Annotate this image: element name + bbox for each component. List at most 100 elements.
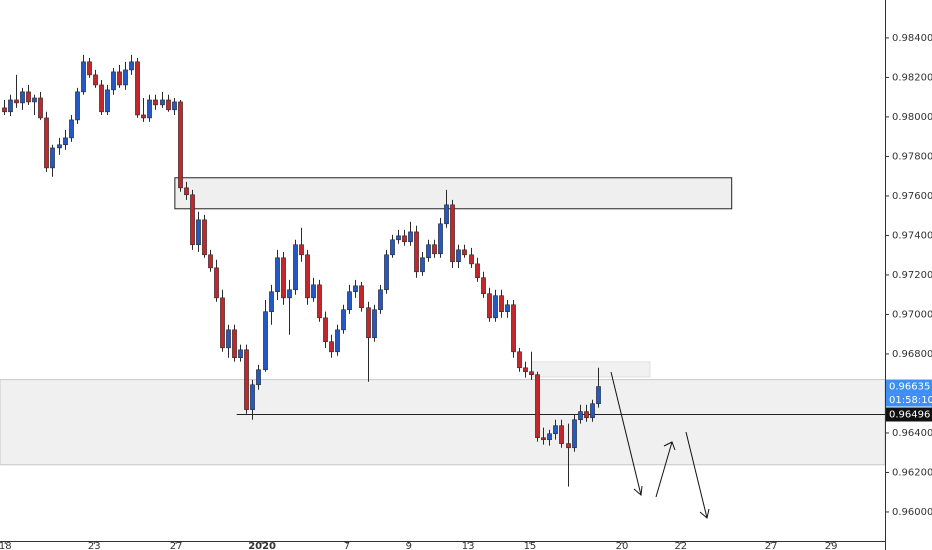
candle-body [20, 91, 25, 104]
candle-body [481, 277, 486, 295]
zone [531, 361, 651, 378]
candle-body [99, 84, 104, 113]
line-price-label: 0.96496 [889, 410, 930, 421]
y-tick-label: 0.97800 [892, 151, 932, 162]
candle-body [256, 369, 261, 386]
candle-body [384, 254, 389, 291]
candle-body [81, 61, 86, 93]
arrows [610, 371, 710, 519]
candle-body [178, 101, 183, 189]
candle-body [372, 309, 377, 339]
candle-body [214, 267, 219, 299]
candle-body [438, 223, 443, 255]
y-tick-label: 0.98400 [892, 33, 932, 44]
candle-body [432, 244, 437, 255]
x-tick-label: 13 [462, 541, 475, 550]
candle-body [511, 304, 516, 353]
y-tick-label: 0.98000 [892, 112, 932, 123]
candle-body [208, 254, 213, 269]
candle-body [63, 137, 68, 146]
price-tags: 0.96635 01:58:10 0.96496 [886, 379, 932, 422]
candle-body [184, 187, 189, 196]
candle-body [26, 91, 31, 103]
candle-body [226, 329, 231, 349]
candle-body [390, 239, 395, 256]
candle-body [366, 307, 371, 339]
candle-body [535, 374, 540, 438]
candle-body [505, 304, 510, 312]
candle-body [287, 289, 292, 299]
candle-body [353, 285, 358, 293]
candle-body [111, 71, 116, 91]
candle-body [2, 107, 7, 113]
x-tick-label: 18 [0, 541, 12, 550]
candle-body [105, 89, 110, 113]
arrow-head [633, 485, 643, 496]
countdown-tag [886, 393, 932, 407]
candle-body [93, 74, 98, 86]
candle-body [572, 419, 577, 449]
candle-body [378, 289, 383, 311]
candle-body [269, 291, 274, 312]
x-tick-label: 27 [765, 541, 778, 550]
candle-body [420, 257, 425, 273]
zone [174, 177, 733, 210]
candle-body [584, 411, 589, 419]
line-price-tag [886, 407, 932, 422]
x-tick-label: 23 [88, 541, 101, 550]
candle-body [160, 99, 165, 106]
candle-body [50, 147, 55, 169]
candle-body [566, 443, 571, 449]
candle-body [547, 433, 552, 440]
candle-body [578, 411, 583, 421]
x-tick-label: 15 [524, 541, 537, 550]
last-price-label: 0.96635 [889, 382, 930, 393]
arrow [610, 371, 642, 496]
candle-body [590, 403, 595, 419]
arrow [685, 431, 708, 519]
candle-body [475, 263, 480, 279]
candle-body [196, 219, 201, 246]
candles [2, 54, 601, 487]
candle-body [117, 71, 122, 86]
candle-body [456, 249, 461, 263]
candle-body [311, 284, 316, 299]
candle-body [347, 291, 352, 311]
candle-body [238, 349, 243, 359]
candle-body [172, 101, 177, 111]
candle-body [444, 204, 449, 225]
candle-body [14, 99, 19, 104]
candle-body [244, 349, 249, 410]
zones [0, 177, 886, 466]
zone [0, 379, 886, 466]
x-tick-label: 22 [674, 541, 687, 550]
y-tick-label: 0.97600 [892, 191, 932, 202]
candle-body [541, 437, 546, 440]
x-tick-label: 20 [616, 541, 629, 550]
candle-body [499, 295, 504, 312]
candle-body [87, 61, 92, 76]
candle-body [293, 244, 298, 291]
candle-body [559, 425, 564, 444]
candle-body [250, 384, 255, 410]
candle-body [493, 295, 498, 319]
candle-body [57, 144, 62, 149]
candle-body [553, 425, 558, 435]
candle-body [462, 249, 467, 256]
candle-body [414, 231, 419, 273]
candle-body [220, 297, 225, 349]
x-tick-label: 27 [170, 541, 183, 550]
candle-body [202, 219, 207, 256]
y-tick-label: 0.96200 [892, 467, 932, 478]
candle-body [190, 194, 195, 246]
candle-body [147, 99, 152, 119]
candle-body [299, 244, 304, 256]
candle-body [323, 317, 328, 343]
candle-body [596, 386, 601, 405]
y-tick-label: 0.96800 [892, 349, 932, 360]
x-tick-label: 9 [406, 541, 412, 550]
candle-body [402, 235, 407, 243]
y-tick-label: 0.97400 [892, 230, 932, 241]
